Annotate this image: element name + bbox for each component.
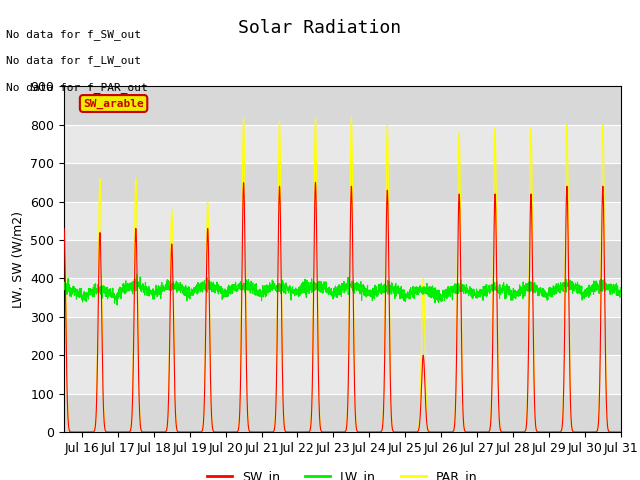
- Bar: [64, 86, 621, 125]
- Bar: [64, 163, 621, 202]
- Bar: [64, 240, 621, 278]
- Legend: SW_in, LW_in, PAR_in: SW_in, LW_in, PAR_in: [202, 465, 483, 480]
- Bar: [64, 125, 621, 163]
- Text: Solar Radiation: Solar Radiation: [239, 19, 401, 37]
- Bar: [64, 317, 621, 355]
- Text: SW_arable: SW_arable: [83, 98, 144, 108]
- Text: No data for f_SW_out: No data for f_SW_out: [6, 29, 141, 40]
- Y-axis label: LW, SW (W/m2): LW, SW (W/m2): [12, 211, 25, 308]
- Text: No data for f_LW_out: No data for f_LW_out: [6, 55, 141, 66]
- Bar: [64, 394, 621, 432]
- Bar: [64, 278, 621, 317]
- Bar: [64, 355, 621, 394]
- Bar: [64, 202, 621, 240]
- Text: No data for f_PAR_out: No data for f_PAR_out: [6, 82, 148, 93]
